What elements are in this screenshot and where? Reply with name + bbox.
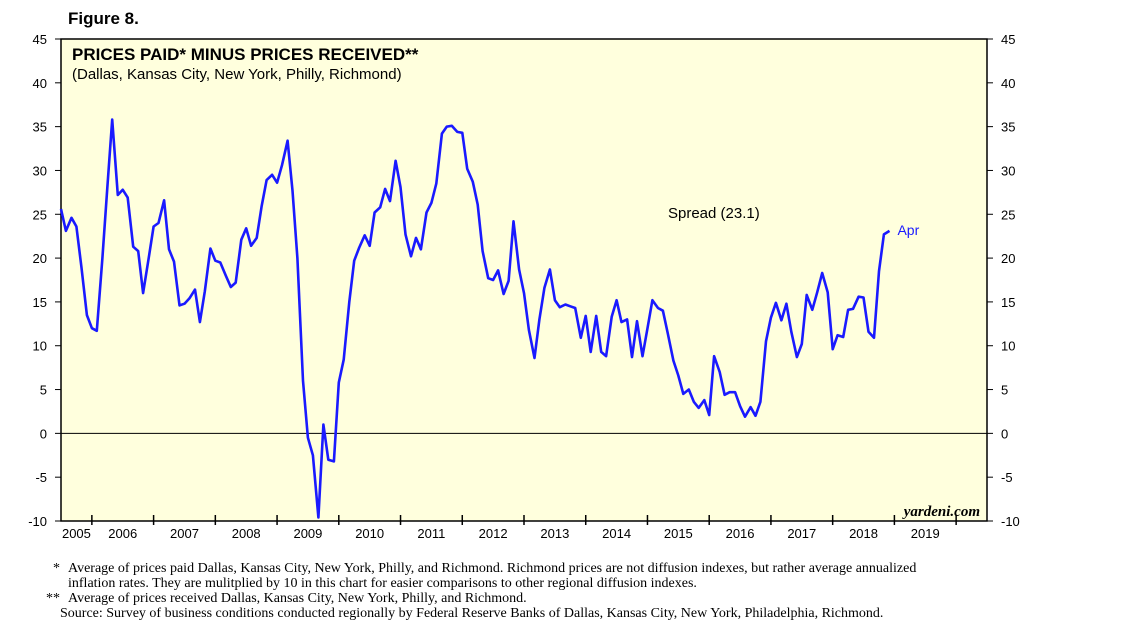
- source-note: Source: Survey of business conditions co…: [60, 606, 884, 621]
- footnote-prices-received: ** Average of prices received Dallas, Ka…: [36, 591, 1036, 606]
- chart-subtitle: (Dallas, Kansas City, New York, Philly, …: [72, 66, 402, 83]
- y-tick-label-left: 30: [33, 163, 47, 178]
- x-tick-label: 2012: [479, 526, 508, 541]
- x-tick-label: 2011: [417, 526, 445, 541]
- x-tick-label: 2014: [602, 526, 631, 541]
- x-tick-label: 2010: [355, 526, 384, 541]
- figure-label: Figure 8.: [68, 9, 139, 28]
- y-tick-label-left: 15: [33, 295, 47, 310]
- y-tick-label-right: 20: [1001, 251, 1015, 266]
- line-chart: -10 -10 -5 -5 0 0 5 5 10 10 15 15 20 20 25 25 30 30 35 35 40…: [28, 32, 1020, 541]
- x-tick-label: 2013: [540, 526, 569, 541]
- y-tick-label-right: 0: [1001, 426, 1008, 441]
- chart-title: PRICES PAID* MINUS PRICES RECEIVED**: [72, 45, 419, 64]
- y-tick-label-left: -5: [35, 470, 47, 485]
- y-tick-label-left: 5: [40, 383, 47, 398]
- x-tick-label: 2006: [108, 526, 137, 541]
- footnote-line: Average of prices paid Dallas, Kansas Ci…: [68, 561, 917, 576]
- y-tick-label-left: 35: [33, 120, 47, 135]
- y-tick-label-left: 40: [33, 76, 47, 91]
- y-tick-label-right: 25: [1001, 207, 1015, 222]
- footnote-mark: *: [53, 561, 60, 576]
- x-tick-label: 2015: [664, 526, 693, 541]
- x-tick-label: 2009: [293, 526, 322, 541]
- y-tick-label-left: 45: [33, 32, 47, 47]
- x-tick-label: 2005: [62, 526, 91, 541]
- y-tick-label-right: 10: [1001, 339, 1015, 354]
- y-tick-label-left: 0: [40, 426, 47, 441]
- footnote-prices-paid: * Average of prices paid Dallas, Kansas …: [36, 561, 1036, 591]
- x-tick-label: 2018: [849, 526, 878, 541]
- x-tick-label: 2019: [911, 526, 940, 541]
- footnote-mark: **: [46, 591, 60, 606]
- y-tick-label-right: 40: [1001, 76, 1015, 91]
- y-tick-label-left: 10: [33, 339, 47, 354]
- y-tick-label-right: -10: [1001, 514, 1020, 529]
- x-tick-label: 2008: [232, 526, 261, 541]
- footnote-text: Average of prices paid Dallas, Kansas Ci…: [68, 561, 1036, 591]
- x-tick-label: 2007: [170, 526, 199, 541]
- footnote-text: Average of prices received Dallas, Kansa…: [68, 591, 527, 606]
- series-line-spread: [59, 118, 891, 519]
- watermark: yardeni.com: [902, 504, 980, 520]
- y-tick-label-right: 30: [1001, 163, 1015, 178]
- y-tick-label-right: -5: [1001, 470, 1013, 485]
- y-tick-label-left: -10: [28, 514, 47, 529]
- footnotes: * Average of prices paid Dallas, Kansas …: [36, 561, 1036, 621]
- series-label: Spread (23.1): [668, 205, 760, 222]
- footnote-line: inflation rates. They are mulitplied by …: [68, 576, 697, 591]
- x-tick-label: 2016: [726, 526, 755, 541]
- x-tick-label: 2017: [787, 526, 816, 541]
- y-tick-label-right: 5: [1001, 383, 1008, 398]
- series-end-label: Apr: [897, 222, 919, 238]
- x-axis: 2005 2006 2007 2008 2009 2010 2011 2012 2013 2014…: [62, 515, 957, 541]
- y-tick-label-left: 25: [33, 207, 47, 222]
- y-tick-label-right: 15: [1001, 295, 1015, 310]
- y-tick-label-right: 45: [1001, 32, 1015, 47]
- y-axis: -10 -10 -5 -5 0 0 5 5 10 10 15 15 20 20 25 25 30 30 35 35 40…: [28, 32, 1020, 529]
- plot-area: [60, 38, 988, 522]
- y-tick-label-left: 20: [33, 251, 47, 266]
- y-tick-label-right: 35: [1001, 120, 1015, 135]
